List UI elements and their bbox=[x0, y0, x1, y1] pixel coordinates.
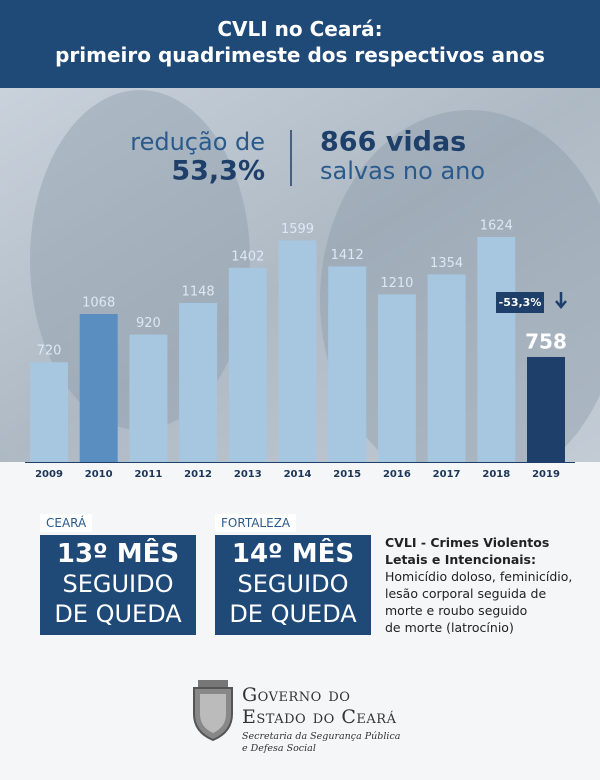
box: 14º MÊS SEGUIDO DE QUEDA bbox=[215, 535, 371, 635]
x-tick-label: 2009 bbox=[35, 469, 63, 480]
bar bbox=[228, 267, 267, 462]
bar bbox=[377, 294, 416, 462]
bar bbox=[179, 302, 218, 462]
value-label: 1624 bbox=[480, 219, 513, 234]
header: CVLI no Ceará: primeiro quadrimeste dos … bbox=[0, 0, 600, 88]
x-tick-label: 2015 bbox=[333, 469, 361, 480]
footer-title: Governo do bbox=[242, 684, 351, 706]
definition-line: morte e roubo seguido bbox=[385, 603, 528, 618]
box-line: SEGUIDO bbox=[62, 570, 174, 598]
footer-title: Estado do Ceará bbox=[242, 706, 397, 728]
box-line: 14º MÊS bbox=[231, 539, 355, 569]
box-line: 13º MÊS bbox=[56, 539, 180, 569]
annotation: -53,3% bbox=[499, 296, 542, 309]
box-line: DE QUEDA bbox=[229, 600, 357, 628]
stat-text: redução de bbox=[130, 128, 265, 156]
definition-line: lesão corporal seguida de bbox=[385, 586, 547, 601]
x-tick-label: 2013 bbox=[234, 469, 262, 480]
bar bbox=[278, 240, 317, 462]
title: CVLI no Ceará: bbox=[217, 17, 383, 41]
box-line: SEGUIDO bbox=[237, 570, 349, 598]
stat-value: 53,3% bbox=[171, 156, 265, 187]
value-label: 1148 bbox=[182, 284, 215, 299]
value-label: 1412 bbox=[331, 248, 364, 263]
bar bbox=[79, 314, 118, 462]
box-line: DE QUEDA bbox=[54, 600, 182, 628]
value-label: 720 bbox=[37, 344, 62, 359]
bar bbox=[129, 334, 168, 462]
x-tick-label: 2011 bbox=[134, 469, 162, 480]
box: 13º MÊS SEGUIDO DE QUEDA bbox=[40, 535, 196, 635]
definition-line: Homicídio doloso, feminicídio, bbox=[385, 569, 573, 584]
stat-value: 866 vidas bbox=[320, 127, 466, 158]
value-label: 758 bbox=[525, 329, 567, 353]
x-tick-label: 2016 bbox=[383, 469, 411, 480]
value-label: 1402 bbox=[231, 249, 264, 264]
bar bbox=[427, 274, 466, 462]
bar bbox=[477, 237, 516, 462]
x-tick-label: 2017 bbox=[433, 469, 461, 480]
axis-strip bbox=[0, 462, 600, 490]
bar bbox=[30, 362, 68, 462]
definition-heading: Letais e Intencionais: bbox=[385, 552, 537, 567]
footer-subtitle: Secretaria da Segurança Pública bbox=[242, 731, 401, 742]
definition-heading: CVLI - Crimes Violentos bbox=[385, 535, 550, 550]
x-tick-label: 2014 bbox=[284, 469, 312, 480]
box-tag: FORTALEZA bbox=[215, 514, 297, 532]
value-label: 920 bbox=[136, 316, 161, 331]
bar bbox=[328, 266, 367, 462]
x-tick-label: 2012 bbox=[184, 469, 212, 480]
x-tick-label: 2019 bbox=[532, 469, 560, 480]
arrow bbox=[555, 292, 567, 309]
chart: redução de 53,3% 866 vidas salvas no ano… bbox=[0, 88, 600, 490]
bar bbox=[527, 356, 565, 462]
stat-text: salvas no ano bbox=[320, 157, 485, 185]
x-tick-label: 2010 bbox=[85, 469, 113, 480]
crest bbox=[193, 680, 233, 742]
definition: CVLI - Crimes Violentos Letais e Intenci… bbox=[385, 534, 585, 636]
annotation-box bbox=[496, 292, 544, 313]
footer: Governo do Estado do Ceará Secretaria da… bbox=[242, 684, 400, 755]
value-label: 1599 bbox=[281, 222, 314, 237]
value-label: 1210 bbox=[380, 276, 413, 291]
box-tag: CEARÁ bbox=[40, 514, 93, 532]
footer-subtitle: e Defesa Social bbox=[242, 743, 316, 754]
value-label: 1068 bbox=[82, 296, 115, 311]
definition-line: de morte (latrocínio) bbox=[385, 620, 514, 635]
value-label: 1354 bbox=[430, 256, 463, 271]
subtitle: primeiro quadrimeste dos respectivos ano… bbox=[55, 43, 545, 67]
x-tick-label: 2018 bbox=[482, 469, 510, 480]
